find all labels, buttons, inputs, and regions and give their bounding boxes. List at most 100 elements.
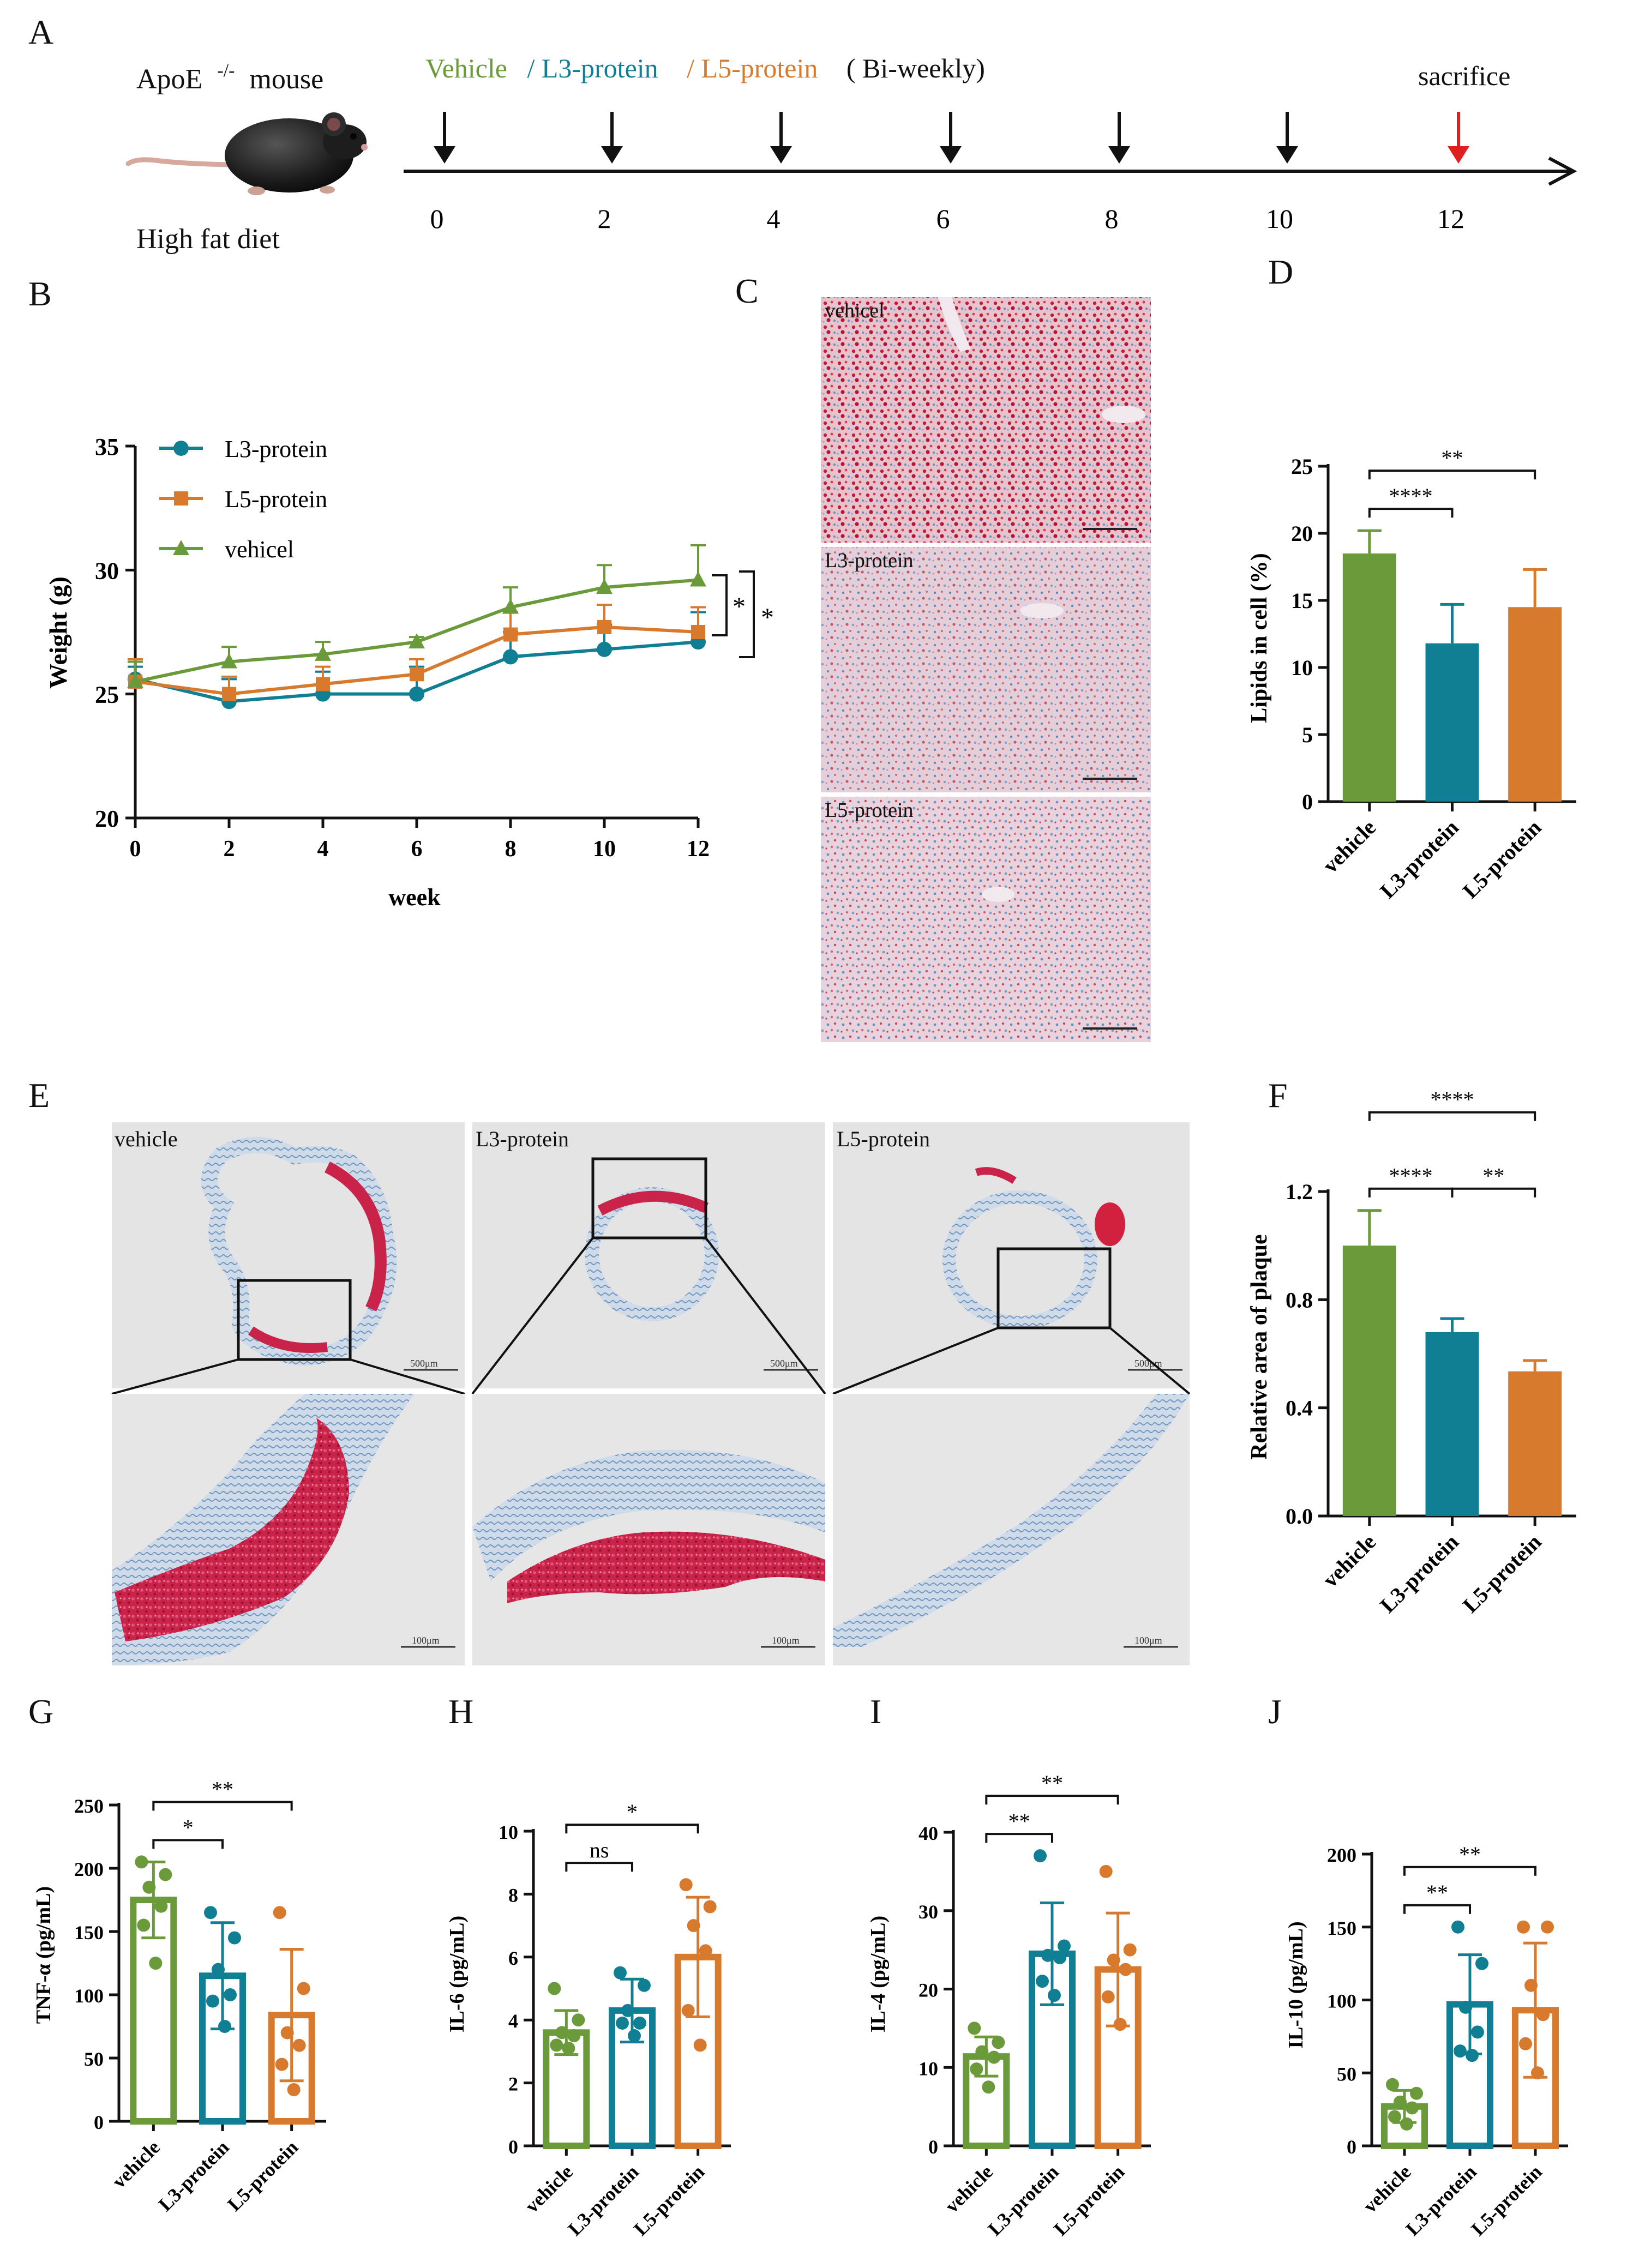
b-point bbox=[410, 667, 424, 682]
j-data-point bbox=[1406, 2101, 1419, 2115]
g-category-label: L3-protein bbox=[154, 2136, 233, 2215]
h-data-point bbox=[572, 2013, 585, 2027]
b-x-tick-label: 0 bbox=[130, 837, 141, 862]
panel-a-timeline: ApoE -/- mouse High fat diet Vehicle / L… bbox=[125, 52, 1577, 255]
b-legend-marker bbox=[174, 491, 188, 506]
panel-c-liver-micrographs: vehicel L3-protein L5-protein bbox=[821, 297, 1151, 1042]
j-category-label: L3-protein bbox=[1401, 2161, 1480, 2240]
h-data-point bbox=[548, 1982, 561, 1995]
b-sig-bracket-inner bbox=[712, 574, 728, 636]
i-data-point bbox=[1036, 1975, 1049, 1988]
b-x-tick-label: 10 bbox=[593, 837, 616, 862]
b-x-label: week bbox=[388, 884, 441, 911]
g-y-tick-label: 250 bbox=[74, 1795, 104, 1817]
timeline-arrowhead-week-4 bbox=[770, 146, 792, 164]
h-y-tick-label: 0 bbox=[508, 2136, 518, 2158]
j-y-label: IL-10 (pg/mL) bbox=[1284, 1921, 1307, 2048]
strain-name: ApoE bbox=[136, 64, 202, 95]
g-category-label: L5-protein bbox=[223, 2136, 302, 2215]
h-data-point bbox=[679, 1878, 693, 1892]
b-point bbox=[221, 653, 237, 669]
panel-b-weight-chart: 20 25 30 35 0 2 4 6 8 10 12 L3-protein L5-protein ve… bbox=[44, 434, 774, 911]
aorta-scale-bottom-l3: 100μm bbox=[772, 1635, 800, 1646]
liver-image-vehicle: vehicel bbox=[821, 297, 1151, 543]
i-data-point bbox=[975, 2045, 989, 2059]
d-bar-vehicle bbox=[1342, 553, 1396, 802]
h-data-point bbox=[681, 2004, 695, 2017]
timeline-arrowhead-week-10 bbox=[1276, 146, 1298, 164]
b-point bbox=[690, 571, 706, 587]
d-sig-bracket bbox=[1368, 470, 1536, 480]
timeline-week-label: 4 bbox=[767, 203, 781, 234]
j-data-point bbox=[1519, 2037, 1532, 2050]
g-data-point bbox=[297, 1982, 310, 1995]
g-data-point bbox=[273, 1906, 286, 1920]
j-data-point bbox=[1410, 2086, 1423, 2100]
svg-text:ApoE -/- mouse: ApoE -/- mouse bbox=[136, 52, 323, 95]
h-data-point bbox=[562, 2042, 575, 2055]
h-y-tick-label: 2 bbox=[508, 2073, 518, 2095]
i-y-label: IL-4 (pg/mL) bbox=[867, 1916, 890, 2032]
d-category-label: vehicle bbox=[1318, 815, 1380, 878]
f-sig-bracket bbox=[1451, 1187, 1536, 1198]
liver-label-l3: L3-protein bbox=[825, 549, 914, 572]
d-sig-label: **** bbox=[1389, 484, 1433, 508]
g-y-tick-label: 0 bbox=[94, 2111, 104, 2133]
b-x-tick-label: 8 bbox=[505, 837, 517, 862]
aorta-bottom-l5: 100μm bbox=[833, 1394, 1190, 1665]
sacrifice-label: sacrifice bbox=[1418, 61, 1510, 91]
i-data-point bbox=[968, 2022, 981, 2035]
timeline-arrowhead bbox=[1548, 157, 1577, 186]
f-category-label: vehicle bbox=[1318, 1530, 1380, 1592]
j-data-point bbox=[1454, 2044, 1467, 2058]
j-y-tick-label: 200 bbox=[1327, 1844, 1356, 1866]
d-category-label: L5-protein bbox=[1458, 815, 1546, 904]
j-data-point bbox=[1459, 2000, 1472, 2014]
dosing-schedule: ( Bi-weekly) bbox=[846, 53, 985, 83]
f-bar-vehicle bbox=[1342, 1246, 1396, 1516]
d-category-label: L3-protein bbox=[1375, 815, 1463, 904]
i-data-point bbox=[1123, 1943, 1137, 1957]
b-point bbox=[127, 672, 143, 688]
g-data-point bbox=[287, 2083, 301, 2096]
j-data-point bbox=[1451, 1920, 1464, 1934]
h-data-point bbox=[555, 2026, 569, 2040]
h-data-point bbox=[699, 1944, 712, 1958]
b-point bbox=[691, 625, 705, 639]
b-point bbox=[409, 686, 424, 702]
d-bar-L3-protein bbox=[1425, 643, 1479, 802]
b-point bbox=[597, 641, 612, 657]
d-y-tick-label: 0 bbox=[1302, 790, 1313, 814]
i-y-tick-label: 10 bbox=[918, 2058, 938, 2079]
d-sig-bracket bbox=[1368, 508, 1454, 518]
j-sig-bracket bbox=[1403, 1904, 1471, 1914]
j-data-point bbox=[1541, 1920, 1554, 1934]
h-data-point bbox=[616, 2016, 629, 2030]
i-data-point bbox=[992, 2036, 1005, 2049]
j-data-point bbox=[1475, 1957, 1488, 1970]
timeline-arrowhead-week-6 bbox=[940, 146, 962, 164]
h-data-point bbox=[614, 1966, 627, 1980]
i-data-point bbox=[1034, 1849, 1047, 1863]
h-sig-label: * bbox=[627, 1800, 638, 1824]
aorta-zoom-box-l5 bbox=[996, 1247, 1112, 1329]
g-data-point bbox=[218, 2020, 231, 2033]
aorta-top-l3: 500μm L3-protein bbox=[472, 1122, 825, 1388]
aorta-label-l3: L3-protein bbox=[476, 1127, 569, 1151]
g-sig-label: * bbox=[183, 1815, 194, 1839]
f-sig-label: ** bbox=[1482, 1164, 1504, 1188]
g-y-tick-label: 150 bbox=[74, 1922, 104, 1944]
b-y-tick-label: 35 bbox=[95, 434, 119, 460]
j-sig-bracket bbox=[1403, 1866, 1536, 1876]
aorta-scale-bottom-l5: 100μm bbox=[1134, 1635, 1162, 1646]
panel-letter-g: G bbox=[28, 1692, 53, 1731]
g-data-point bbox=[280, 2026, 294, 2040]
d-sig-label: ** bbox=[1442, 446, 1463, 470]
b-series-vehicel bbox=[127, 544, 706, 688]
timeline-arrowhead-week-12 bbox=[1448, 146, 1469, 164]
h-data-point bbox=[628, 2029, 641, 2043]
strain-genotype: -/- bbox=[217, 61, 235, 81]
h-sig-label: ns bbox=[590, 1838, 609, 1862]
